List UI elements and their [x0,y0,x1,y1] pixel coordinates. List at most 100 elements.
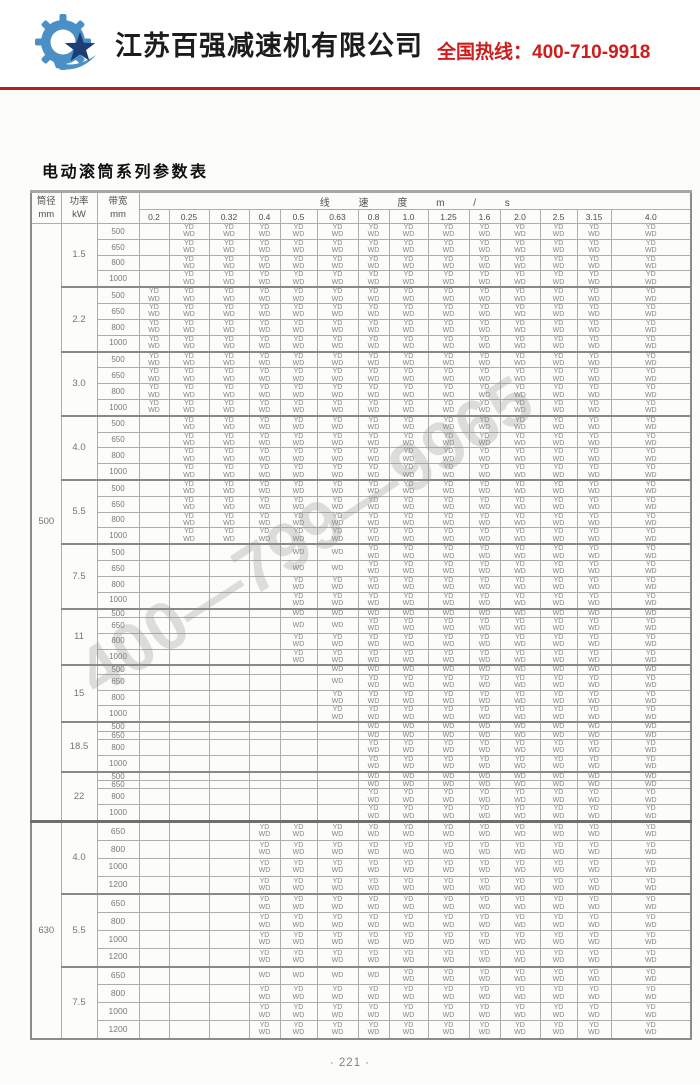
value-cell: YD WD [357,527,390,545]
hotline-label: 全国热线： [437,42,533,63]
value-cell: YD WD [610,223,692,240]
company-name: 江苏百强减速机有限公司 [115,31,423,61]
value-cell: YD WD [576,648,612,666]
value-cell: YD WD [248,478,281,497]
value-cell: WD [357,730,390,741]
bandwidth-cell: 650 [96,560,140,577]
value-cell: YD WD [576,965,612,986]
value-cell [168,929,210,949]
value-cell: YD WD [499,839,541,859]
value-cell: YD WD [388,527,429,545]
bandwidth-cell: 800 [96,984,140,1004]
value-cell [248,632,281,650]
value-cell: YD WD [168,350,210,369]
value-cell: YD WD [539,965,578,986]
value-cell: YD WD [388,965,429,986]
value-cell: YD WD [357,463,390,481]
value-cell [208,591,250,610]
value-cell: YD WD [357,367,390,385]
bandwidth-cell: 800 [96,689,140,707]
power-cell: 7.5 [60,543,98,610]
value-cell [208,664,250,675]
value-cell: YD WD [388,575,429,593]
value-cell: YD WD [468,947,501,968]
value-cell [208,543,250,562]
value-cell: YD WD [468,414,501,433]
value-cell: YD WD [576,893,612,914]
value-cell [316,788,359,806]
value-cell: YD WD [388,804,429,823]
value-cell [208,788,250,806]
value-cell: YD WD [427,929,470,949]
value-cell: YD WD [248,929,281,949]
value-cell: YD WD [468,1019,501,1040]
value-cell [138,929,170,949]
value-cell: YD WD [427,254,470,272]
value-cell [279,730,318,741]
value-cell [279,689,318,707]
value-cell: YD WD [576,560,612,577]
table-row: 1000 YD WD YD WD YD WD YD WD YD WD YD WD YD WD YD WD YD WD… [31,334,692,353]
value-cell [138,875,170,895]
company-logo [35,13,96,70]
value-cell: WD [576,780,612,790]
value-cell [279,721,318,732]
value-cell: YD WD [357,543,390,562]
bandwidth-cell: 800 [96,739,140,756]
value-cell: YD WD [316,398,359,417]
bandwidth-cell: 650 [96,820,140,841]
value-cell: YD WD [576,857,612,877]
speed-value: 0.8 [357,209,390,224]
power-cell: 22 [60,770,98,823]
value-cell: YD WD [468,632,501,650]
value-cell: YD WD [499,447,541,465]
value-cell: YD WD [468,334,501,353]
value-cell: YD WD [388,673,429,691]
table-row: 650 YD WD YD WD YD WD YD WD YD WD YD WD YD WD YD WD YD WD Y… [31,495,692,513]
value-cell: YD WD [168,398,210,417]
value-cell: WD [610,780,692,790]
value-cell: YD WD [208,334,250,353]
value-cell: YD WD [468,303,501,320]
bandwidth-cell: 500 [96,543,140,562]
value-cell: YD WD [468,839,501,859]
value-cell: YD WD [279,984,318,1004]
bandwidth-cell: 1000 [96,857,140,877]
value-cell [208,839,250,859]
value-cell: YD WD [248,334,281,353]
value-cell: YD WD [576,839,612,859]
value-cell [248,705,281,723]
value-cell: YD WD [499,804,541,823]
value-cell: WD [427,770,470,782]
value-cell: WD [427,780,470,790]
value-cell: YD WD [499,223,541,240]
speed-value: 1.25 [427,209,470,224]
value-cell: YD WD [427,478,470,497]
bandwidth-cell: 650 [96,780,140,790]
value-cell: YD WD [138,286,170,305]
value-cell: YD WD [248,875,281,895]
value-cell: YD WD [468,929,501,949]
value-cell: YD WD [388,414,429,433]
value-cell: YD WD [610,334,692,353]
value-cell: YD WD [316,463,359,481]
value-cell: YD WD [208,431,250,449]
value-cell: WD [316,543,359,562]
value-cell: YD WD [539,820,578,841]
value-cell: WD [388,664,429,675]
value-cell [208,965,250,986]
value-cell: WD [468,770,501,782]
value-cell: WD [610,664,692,675]
table-row: 1000 YD WD YD WD YD WD YD WD YD WD YD WD YD WD YD WD YD WD… [31,591,692,610]
value-cell: YD WD [539,367,578,385]
value-cell: YD WD [388,616,429,634]
value-cell: YD WD [248,286,281,305]
value-cell: YD WD [576,543,612,562]
value-cell: WD [427,664,470,675]
value-cell: YD WD [279,912,318,931]
value-cell: YD WD [427,463,470,481]
value-cell: YD WD [468,965,501,986]
value-cell: WD [499,770,541,782]
value-cell: YD WD [539,463,578,481]
power-cell: 15 [60,664,98,723]
